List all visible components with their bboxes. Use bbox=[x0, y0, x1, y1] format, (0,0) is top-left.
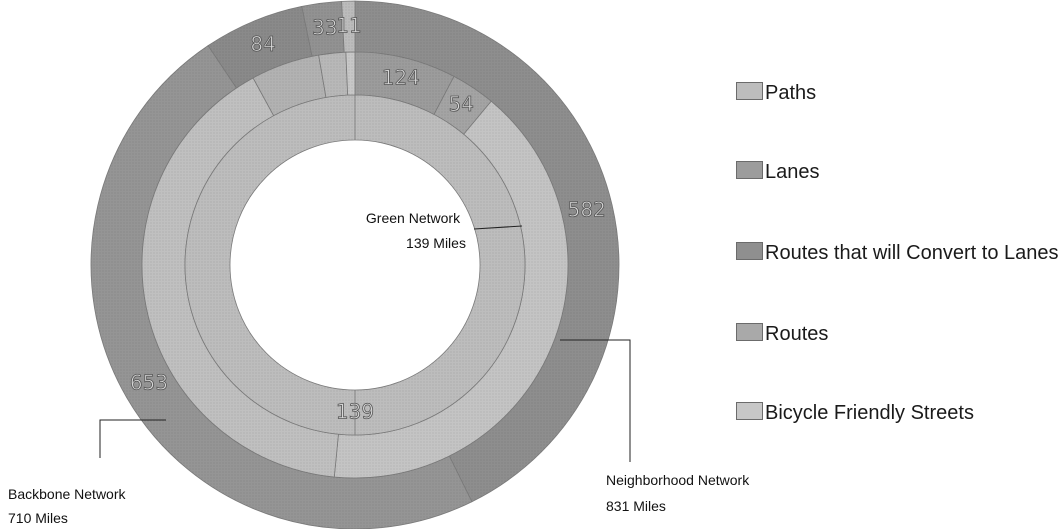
rim-ring-texture-3 bbox=[301, 1, 345, 57]
neighborhood-network-title: Neighborhood Network bbox=[606, 472, 750, 488]
neighborhood-network-annotation: Neighborhood Network 831 Miles bbox=[560, 339, 750, 514]
outer-ring-value-label-1: 54 bbox=[449, 92, 474, 116]
outer-ring-value-label-0: 124 bbox=[382, 66, 420, 90]
backbone-network-annotation: Backbone Network 710 Miles bbox=[8, 419, 166, 526]
legend-item-routes-convert: Routes that will Convert to Lanes bbox=[736, 240, 1061, 266]
outer-ring-texture-1 bbox=[434, 76, 492, 135]
rim-ring-value-label-2: 84 bbox=[250, 32, 275, 56]
rim-ring-texture-2 bbox=[208, 6, 313, 89]
outer-ring-texture-0 bbox=[355, 52, 454, 115]
backbone-network-title: Backbone Network bbox=[8, 486, 127, 502]
inner-ring-texture-0 bbox=[185, 95, 525, 435]
backbone-network-subtitle: 710 Miles bbox=[8, 510, 68, 526]
outer-ring-texture-5 bbox=[318, 52, 348, 98]
legend-swatch-lanes bbox=[736, 161, 763, 179]
rim-ring-value-label-4: 11 bbox=[336, 14, 361, 38]
backbone-network-leader bbox=[99, 419, 166, 458]
rim-ring-texture-4 bbox=[341, 1, 355, 53]
legend-label-bicycle-friendly: Bicycle Friendly Streets bbox=[765, 402, 974, 424]
legend-item-bicycle-friendly: Bicycle Friendly Streets bbox=[736, 400, 1055, 426]
rim-ring-value-label-0: 582 bbox=[568, 197, 606, 221]
rings-group bbox=[90, 0, 620, 529]
outer-ring-texture-6 bbox=[345, 52, 355, 96]
green-network-subtitle: 139 Miles bbox=[406, 235, 466, 251]
inner-ring-value-label-0: 139 bbox=[336, 400, 374, 424]
legend-swatch-paths bbox=[736, 82, 763, 100]
legend-label-lanes: Lanes bbox=[765, 161, 820, 183]
legend-swatch-routes bbox=[736, 323, 763, 341]
legend-swatch-routes-convert bbox=[736, 242, 763, 260]
rim-ring-value-label-3: 33 bbox=[312, 15, 337, 39]
green-network-annotation: Green Network 139 Miles bbox=[366, 210, 523, 251]
outer-ring-texture-3 bbox=[141, 77, 339, 477]
rim-ring-texture-0 bbox=[355, 1, 620, 502]
rim-ring-texture-1 bbox=[91, 45, 472, 529]
legend-swatch-bicycle-friendly bbox=[736, 402, 763, 420]
legend-label-routes-convert: Routes that will Convert to Lanes bbox=[765, 242, 1059, 264]
green-network-title: Green Network bbox=[366, 210, 461, 226]
legend-item-routes: Routes bbox=[736, 321, 1055, 347]
legend-item-lanes: Lanes bbox=[736, 159, 1055, 185]
rim-ring-value-label-1: 653 bbox=[130, 371, 168, 395]
legend-item-paths: Paths bbox=[736, 80, 1055, 106]
neighborhood-network-leader bbox=[560, 339, 631, 462]
neighborhood-network-subtitle: 831 Miles bbox=[606, 498, 666, 514]
legend-label-routes: Routes bbox=[765, 323, 829, 345]
green-network-leader bbox=[473, 225, 523, 230]
outer-ring-texture-4 bbox=[253, 55, 326, 116]
legend-label-paths: Paths bbox=[765, 82, 817, 104]
outer-ring-texture-2 bbox=[334, 101, 569, 479]
